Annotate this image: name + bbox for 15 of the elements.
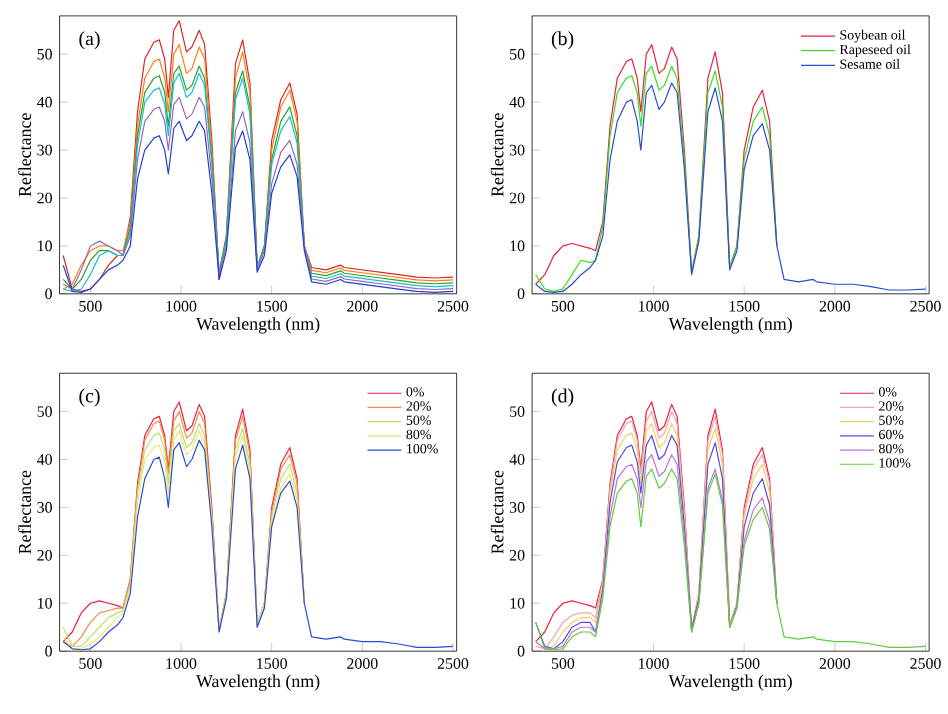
y-axis-title: Reflectance [490,470,504,554]
x-axis-title: Wavelength (nm) [668,674,792,691]
x-axis-title: Wavelength (nm) [196,316,320,334]
y-axis-title: Reflectance [18,112,31,197]
text: (b) [551,30,574,49]
x-axis-title: Wavelength (nm) [668,316,792,334]
y-axis-title: Reflectance [490,112,504,197]
x-axis-title: Wavelength (nm) [196,674,320,691]
text: (c) [79,388,100,407]
line-series [62,439,454,651]
line-series [535,468,927,651]
text: (d) [551,388,574,407]
text: (a) [79,30,100,49]
y-axis-title: Reflectance [18,470,31,554]
line-series [535,82,927,293]
